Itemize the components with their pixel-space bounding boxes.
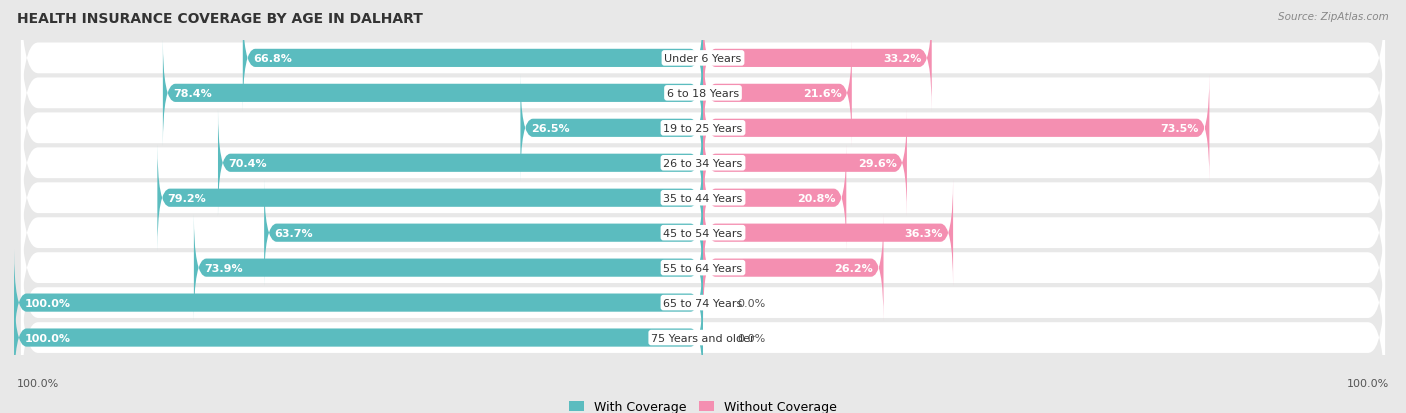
Text: 35 to 44 Years: 35 to 44 Years [664,193,742,203]
FancyBboxPatch shape [21,126,1385,270]
Text: 63.7%: 63.7% [274,228,314,238]
Text: 70.4%: 70.4% [228,158,267,169]
Text: 79.2%: 79.2% [167,193,207,203]
Text: 36.3%: 36.3% [904,228,943,238]
Text: 33.2%: 33.2% [883,54,921,64]
FancyBboxPatch shape [21,92,1385,235]
FancyBboxPatch shape [703,145,846,252]
FancyBboxPatch shape [14,284,703,392]
FancyBboxPatch shape [218,110,703,217]
Text: Source: ZipAtlas.com: Source: ZipAtlas.com [1278,12,1389,22]
Legend: With Coverage, Without Coverage: With Coverage, Without Coverage [564,395,842,413]
Text: 26.5%: 26.5% [531,123,569,133]
Text: Under 6 Years: Under 6 Years [665,54,741,64]
FancyBboxPatch shape [163,40,703,147]
Text: 0.0%: 0.0% [738,298,766,308]
FancyBboxPatch shape [703,110,907,217]
FancyBboxPatch shape [21,22,1385,166]
Text: 26 to 34 Years: 26 to 34 Years [664,158,742,169]
Text: 75 Years and older: 75 Years and older [651,333,755,343]
Text: 45 to 54 Years: 45 to 54 Years [664,228,742,238]
FancyBboxPatch shape [703,75,1209,182]
FancyBboxPatch shape [264,179,703,287]
FancyBboxPatch shape [194,214,703,322]
FancyBboxPatch shape [703,40,852,147]
FancyBboxPatch shape [21,231,1385,375]
Text: 73.9%: 73.9% [204,263,243,273]
FancyBboxPatch shape [21,266,1385,410]
Text: 73.5%: 73.5% [1161,123,1199,133]
FancyBboxPatch shape [157,145,703,252]
FancyBboxPatch shape [21,0,1385,131]
FancyBboxPatch shape [703,179,953,287]
Text: 78.4%: 78.4% [173,89,212,99]
Text: 29.6%: 29.6% [858,158,897,169]
FancyBboxPatch shape [243,5,703,112]
Text: 26.2%: 26.2% [834,263,873,273]
Text: 0.0%: 0.0% [738,333,766,343]
FancyBboxPatch shape [14,249,703,356]
FancyBboxPatch shape [21,57,1385,200]
Text: HEALTH INSURANCE COVERAGE BY AGE IN DALHART: HEALTH INSURANCE COVERAGE BY AGE IN DALH… [17,12,423,26]
Text: 21.6%: 21.6% [803,89,841,99]
FancyBboxPatch shape [21,161,1385,305]
Text: 20.8%: 20.8% [797,193,837,203]
Text: 100.0%: 100.0% [1347,378,1389,388]
Text: 66.8%: 66.8% [253,54,292,64]
FancyBboxPatch shape [703,5,932,112]
Text: 19 to 25 Years: 19 to 25 Years [664,123,742,133]
Text: 65 to 74 Years: 65 to 74 Years [664,298,742,308]
Text: 100.0%: 100.0% [24,298,70,308]
Text: 100.0%: 100.0% [17,378,59,388]
Text: 100.0%: 100.0% [24,333,70,343]
Text: 6 to 18 Years: 6 to 18 Years [666,89,740,99]
FancyBboxPatch shape [703,214,883,322]
FancyBboxPatch shape [21,196,1385,340]
Text: 55 to 64 Years: 55 to 64 Years [664,263,742,273]
FancyBboxPatch shape [520,75,703,182]
